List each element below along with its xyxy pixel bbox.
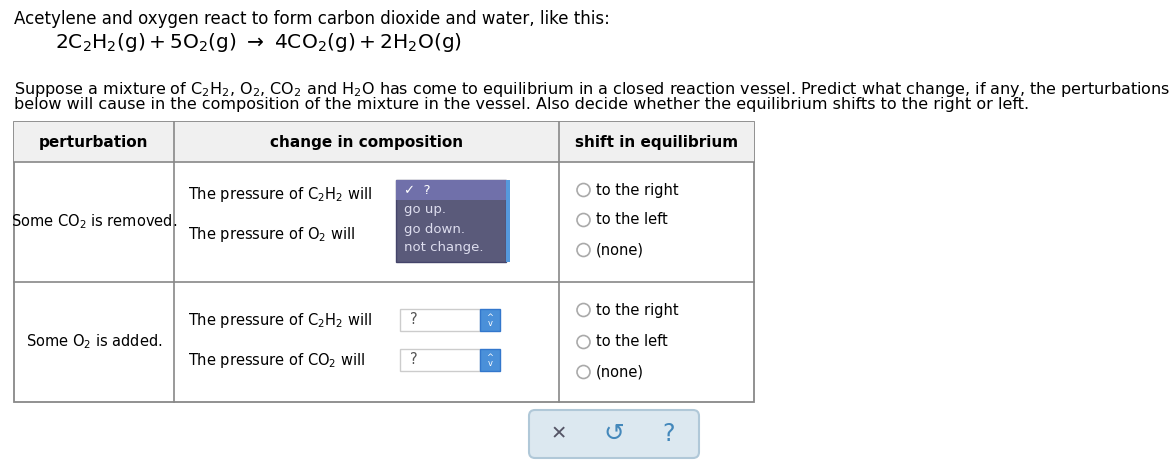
Text: ?: ? bbox=[663, 422, 676, 446]
Text: ?: ? bbox=[411, 352, 418, 368]
Bar bbox=[480, 349, 500, 371]
Text: $\mathregular{2C_2H_2(g)+5O_2(g)\ \rightarrow\ 4CO_2(g)+2H_2O(g)}$: $\mathregular{2C_2H_2(g)+5O_2(g)\ \right… bbox=[55, 30, 462, 54]
Text: v: v bbox=[488, 320, 493, 329]
Text: Acetylene and oxygen react to form carbon dioxide and water, like this:: Acetylene and oxygen react to form carbo… bbox=[14, 10, 610, 28]
Text: The pressure of $\mathregular{CO_2}$ will: The pressure of $\mathregular{CO_2}$ wil… bbox=[188, 351, 366, 370]
Bar bbox=[480, 309, 500, 331]
Text: The pressure of $\mathregular{O_2}$ will: The pressure of $\mathregular{O_2}$ will bbox=[188, 225, 355, 244]
Text: ?: ? bbox=[411, 313, 418, 327]
Circle shape bbox=[577, 335, 590, 349]
Text: go down.: go down. bbox=[404, 224, 465, 237]
Bar bbox=[506, 180, 510, 262]
Text: (none): (none) bbox=[596, 364, 644, 380]
Text: v: v bbox=[488, 360, 493, 369]
FancyBboxPatch shape bbox=[529, 410, 699, 458]
Text: not change.: not change. bbox=[404, 241, 483, 255]
Text: to the right: to the right bbox=[596, 182, 679, 198]
Text: (none): (none) bbox=[596, 243, 644, 257]
Text: to the right: to the right bbox=[596, 303, 679, 317]
Circle shape bbox=[577, 304, 590, 316]
Text: ✓  ?: ✓ ? bbox=[404, 183, 430, 197]
Text: Some $\mathregular{CO_2}$ is removed.: Some $\mathregular{CO_2}$ is removed. bbox=[11, 213, 177, 231]
Text: to the left: to the left bbox=[596, 212, 667, 228]
Text: ✕: ✕ bbox=[551, 425, 568, 444]
Text: Suppose a mixture of $\mathregular{C_2H_2}$, $\mathregular{O_2}$, $\mathregular{: Suppose a mixture of $\mathregular{C_2H_… bbox=[14, 80, 1173, 99]
Bar bbox=[400, 349, 480, 371]
Circle shape bbox=[577, 244, 590, 256]
Bar bbox=[396, 180, 506, 262]
Text: ^: ^ bbox=[487, 352, 494, 361]
Text: below will cause in the composition of the mixture in the vessel. Also decide wh: below will cause in the composition of t… bbox=[14, 97, 1029, 112]
Bar bbox=[14, 122, 754, 402]
Text: Some $\mathregular{O_2}$ is added.: Some $\mathregular{O_2}$ is added. bbox=[26, 332, 162, 352]
Text: The pressure of $\mathregular{C_2H_2}$ will: The pressure of $\mathregular{C_2H_2}$ w… bbox=[188, 311, 372, 330]
Text: perturbation: perturbation bbox=[39, 134, 149, 150]
Text: The pressure of $\mathregular{C_2H_2}$ will: The pressure of $\mathregular{C_2H_2}$ w… bbox=[188, 184, 372, 203]
Bar bbox=[396, 180, 506, 200]
Bar bbox=[14, 122, 754, 162]
Text: shift in equilibrium: shift in equilibrium bbox=[575, 134, 738, 150]
Text: ↺: ↺ bbox=[603, 422, 624, 446]
Circle shape bbox=[577, 213, 590, 227]
Bar bbox=[400, 309, 480, 331]
Text: to the left: to the left bbox=[596, 334, 667, 350]
Text: ^: ^ bbox=[487, 313, 494, 322]
Circle shape bbox=[577, 183, 590, 197]
Circle shape bbox=[577, 365, 590, 379]
Text: go up.: go up. bbox=[404, 203, 446, 217]
Text: change in composition: change in composition bbox=[270, 134, 463, 150]
